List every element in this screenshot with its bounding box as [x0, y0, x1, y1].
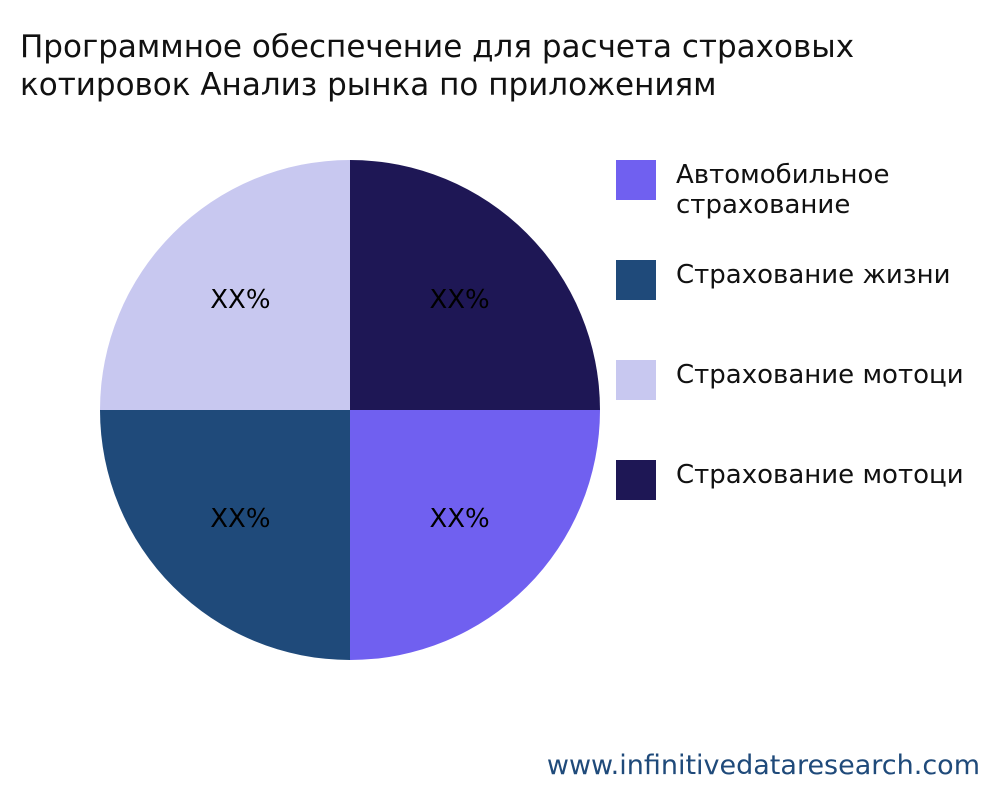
legend-item: Страхование мотоци: [616, 460, 964, 500]
legend-label: Страхование мотоци: [676, 460, 964, 490]
pie-slice: [100, 160, 350, 410]
pie-slice: [350, 160, 600, 410]
legend-item: Автомобильное страхование: [616, 160, 936, 220]
legend-swatch: [616, 360, 656, 400]
slice-label: XX%: [210, 285, 270, 315]
legend-item: Страхование мотоци: [616, 360, 964, 400]
legend-swatch: [616, 160, 656, 200]
slice-label: XX%: [210, 504, 270, 534]
legend-swatch: [616, 460, 656, 500]
source-link: www.infinitivedataresearch.com: [546, 750, 980, 781]
pie-slice: [100, 410, 350, 660]
slice-label: XX%: [429, 504, 489, 534]
slice-label: XX%: [429, 285, 489, 315]
chart-title: Программное обеспечение для расчета стра…: [20, 29, 855, 103]
pie-slice: [350, 410, 600, 660]
legend-label: Автомобильное страхование: [676, 160, 890, 220]
legend-item: Страхование жизни: [616, 260, 951, 300]
legend-label: Страхование мотоци: [676, 360, 964, 390]
legend-swatch: [616, 260, 656, 300]
legend-label: Страхование жизни: [676, 260, 951, 290]
